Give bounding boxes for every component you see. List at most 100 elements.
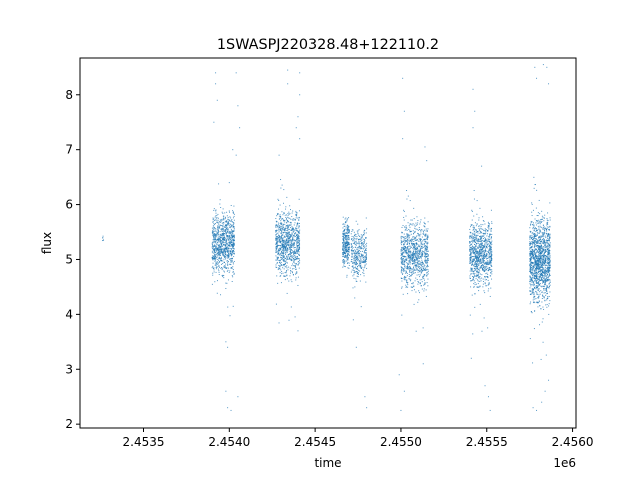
data-point [424,256,426,258]
data-point [415,265,417,267]
data-point [404,279,406,281]
data-point [225,224,227,226]
data-point [217,248,219,250]
data-point [474,306,476,308]
data-point [230,260,232,262]
data-point [296,212,298,214]
data-point [223,217,225,219]
data-point [231,219,233,221]
data-point [230,235,232,237]
data-point [544,245,546,247]
data-point [352,265,354,267]
data-point [417,257,419,259]
data-point [413,303,415,305]
data-point [400,242,402,244]
data-point [422,270,424,272]
data-point [412,243,414,245]
data-point [364,255,366,257]
data-point [298,253,300,255]
data-point [536,293,538,295]
data-point [400,254,402,256]
data-point [231,237,233,239]
data-point [218,221,220,223]
data-point [298,237,300,239]
data-point [354,238,356,240]
data-point [230,255,232,257]
data-point [417,220,419,222]
data-point [530,267,532,269]
data-point [476,261,478,263]
data-point [410,269,412,271]
data-point [481,246,483,248]
data-point [280,256,282,258]
data-point [485,254,487,256]
data-point [284,227,286,229]
data-point [298,210,300,212]
data-point [217,230,219,232]
data-point [283,275,285,277]
data-point [358,265,360,267]
data-point [484,269,486,271]
data-point [364,260,366,262]
data-point [233,227,235,229]
data-point [224,218,226,220]
data-point [491,259,493,261]
data-point [212,239,214,241]
data-point [351,249,353,251]
data-point [412,263,414,265]
data-point [539,243,541,245]
data-point [216,261,218,263]
data-point [228,248,230,250]
data-point [474,257,476,259]
data-point [216,253,218,255]
data-point [416,242,418,244]
data-point [223,270,225,272]
data-point [214,222,216,224]
data-point [344,260,346,262]
data-point [218,246,220,248]
data-point [410,230,412,232]
data-point [406,247,408,249]
data-point [480,259,482,261]
data-point [548,240,550,242]
data-point [475,257,477,259]
data-point [225,217,227,219]
data-point [282,259,284,261]
data-point [484,255,486,257]
data-point [490,249,492,251]
data-point [533,295,535,297]
data-point [535,239,537,241]
data-point [290,245,292,247]
data-point [548,275,550,277]
data-point [409,245,411,247]
data-point [216,233,218,235]
data-point [298,263,300,265]
data-point [420,233,422,235]
data-point [347,262,349,264]
data-point [532,274,534,276]
data-point [413,253,415,255]
data-point [477,246,479,248]
data-point [364,256,366,258]
data-point [417,251,419,253]
data-point [282,224,284,226]
data-point [480,243,482,245]
data-point [346,263,348,265]
data-point [277,236,279,238]
data-point [280,228,282,230]
data-point [294,227,296,229]
data-point [425,241,427,243]
data-point [276,240,278,242]
data-point [472,255,474,257]
data-point [213,218,215,220]
data-point [275,238,277,240]
data-point [489,234,491,236]
data-point [488,253,490,255]
data-point [425,246,427,248]
data-point [533,240,535,242]
data-point [211,250,213,252]
data-point [212,267,214,269]
data-point [489,248,491,250]
data-point [420,219,422,221]
data-point [531,312,533,314]
